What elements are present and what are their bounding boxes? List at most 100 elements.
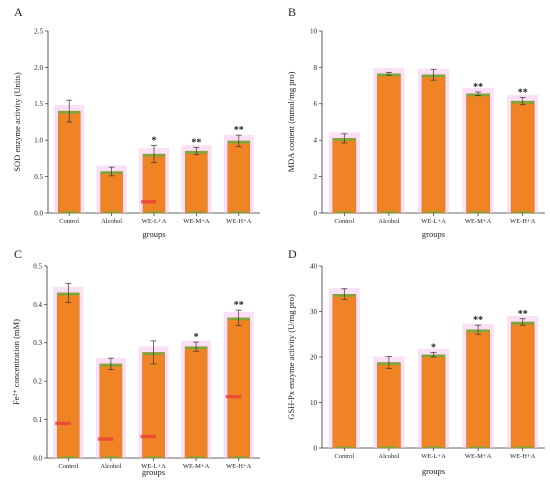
y-tick-label: 2.0	[34, 64, 43, 72]
category-label: WE-L+A	[142, 218, 167, 225]
x-axis-title: groups	[142, 467, 165, 477]
significance-mark: **	[473, 315, 483, 326]
y-tick-label: 0	[314, 209, 318, 217]
bar-base-accent	[469, 446, 487, 448]
category-label: Alcohol	[378, 453, 399, 460]
x-axis-title: groups	[142, 229, 165, 239]
category-label: WE-M+A	[183, 218, 210, 225]
bar-base-accent	[513, 446, 532, 448]
bar-base-accent	[188, 211, 205, 213]
y-tick-label: 1.5	[34, 100, 43, 108]
bar	[421, 74, 446, 214]
panel-letter: A	[14, 5, 23, 19]
bar-base-accent	[513, 211, 532, 213]
bar-stripe	[97, 437, 114, 441]
y-tick-label: 0.1	[33, 416, 42, 424]
bar	[377, 73, 401, 214]
bar	[185, 150, 208, 214]
bar-base-accent	[335, 446, 354, 448]
bar	[510, 321, 535, 449]
panel-letter: D	[288, 247, 297, 261]
panel-d: D 0 10 20 30 40 GSH-Px enzyme activity (U/mg p…	[286, 247, 545, 476]
bar	[227, 317, 250, 459]
bar-base-accent	[424, 211, 443, 213]
category-label: WE-M+A	[465, 218, 492, 225]
y-tick-label: 2.5	[34, 27, 43, 35]
bar	[57, 110, 81, 214]
y-tick-label: 0.0	[33, 454, 42, 462]
panel-letter: C	[14, 247, 22, 261]
y-tick-label: 0.4	[33, 301, 42, 309]
y-axis-title: MDA content (mmol/mg pro)	[286, 71, 296, 172]
category-label: Alcohol	[378, 218, 399, 225]
significance-mark: **	[234, 125, 244, 136]
significance-mark: *	[431, 342, 436, 353]
panel-letter: B	[288, 5, 296, 19]
panel-c: C 0.0 0.1 0.2 0.3 0.4 0.5 Fe²⁺ concentration (m…	[11, 247, 260, 477]
significance-mark: **	[518, 309, 528, 320]
y-tick-label: 6	[314, 100, 318, 108]
category-label: Control	[58, 463, 78, 470]
bar	[332, 294, 357, 449]
bar-base-accent	[380, 446, 398, 448]
category-label: Control	[334, 218, 354, 225]
y-tick-label: 20	[310, 353, 318, 361]
bar-stripe	[55, 421, 71, 426]
y-tick-label: 0.5	[33, 262, 42, 270]
bar-stripe	[140, 434, 156, 439]
significance-mark: *	[194, 332, 199, 343]
y-tick-label: 0.5	[34, 173, 43, 181]
y-tick-label: 0.0	[34, 209, 43, 217]
bar	[57, 292, 80, 459]
bar	[421, 354, 446, 449]
bar-base-accent	[103, 211, 120, 213]
category-label: WE-L+A	[421, 453, 446, 460]
significance-mark: **	[234, 300, 244, 311]
y-axis-title: Fe²⁺ concentration (mM)	[11, 319, 21, 405]
bar-base-accent	[335, 211, 354, 213]
significance-mark: **	[473, 82, 483, 93]
bar-base-accent	[230, 211, 248, 213]
y-tick-label: 10	[310, 27, 318, 35]
bar-base-accent	[230, 456, 248, 458]
bar	[184, 346, 208, 459]
y-axis-title: SOD enzyme activity (Units)	[12, 72, 22, 172]
bar-base-accent	[102, 456, 120, 458]
y-tick-label: 1.0	[34, 137, 43, 145]
bar	[466, 93, 490, 214]
x-axis-title: groups	[422, 229, 445, 239]
category-label: WE-H+A	[226, 463, 252, 470]
bar-base-accent	[59, 456, 77, 458]
category-label: Alcohol	[100, 463, 121, 470]
panel-a: A 0.0 0.5 1.0 1.5 2.0 2.5 SOD enzyme activity (…	[12, 5, 260, 239]
significance-mark: **	[191, 137, 201, 148]
bar-base-accent	[145, 456, 162, 458]
bar-base-accent	[60, 211, 78, 213]
category-label: WE-H+A	[226, 218, 252, 225]
bar	[99, 363, 123, 459]
y-tick-label: 0.3	[33, 339, 42, 347]
y-tick-label: 10	[310, 399, 318, 407]
x-axis-title: groups	[422, 466, 445, 476]
bar	[510, 100, 535, 214]
panel-b: B 0 2 4 6 8 10 MDA content (mmol/mg pro) Control…	[286, 5, 545, 239]
bar-stripe	[140, 200, 157, 204]
bar-base-accent	[145, 211, 163, 213]
bar	[100, 171, 123, 214]
y-tick-label: 0	[314, 444, 318, 452]
bar-base-accent	[424, 446, 443, 448]
bar	[332, 138, 357, 214]
bar	[377, 362, 401, 449]
y-axis-title: GSH-Px enzyme activity (U/mg pro)	[286, 294, 296, 420]
y-tick-label: 40	[310, 262, 318, 270]
significance-mark: **	[518, 87, 528, 98]
category-label: WE-L+A	[421, 218, 446, 225]
bar-stripe	[225, 394, 242, 399]
bar-base-accent	[380, 211, 398, 213]
y-tick-label: 8	[314, 64, 318, 72]
category-label: WE-M+A	[465, 453, 492, 460]
y-tick-label: 0.2	[33, 378, 42, 386]
category-label: WE-L+A	[141, 463, 166, 470]
bar-base-accent	[469, 211, 487, 213]
